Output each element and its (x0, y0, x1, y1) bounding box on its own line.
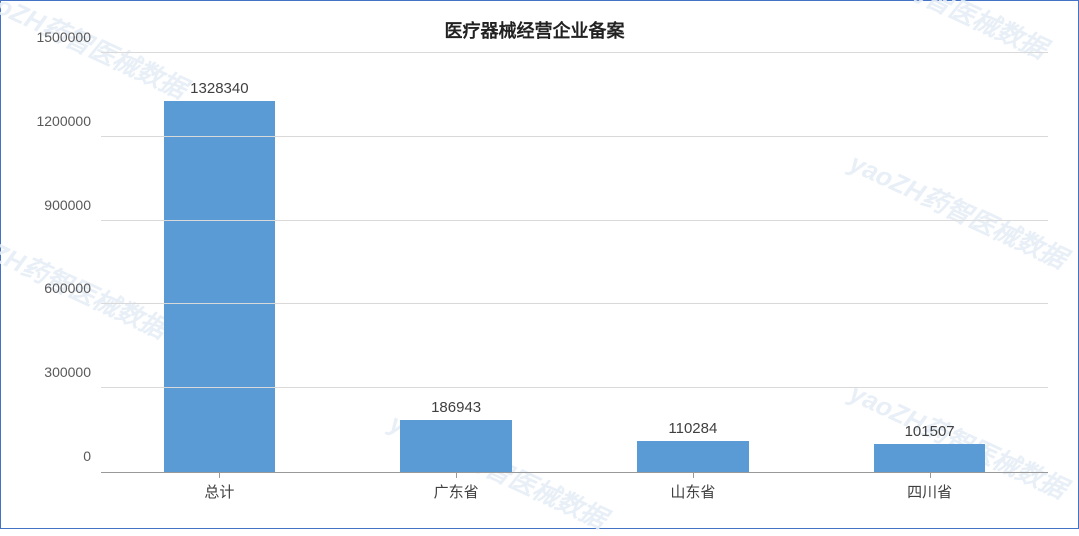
gridline (101, 303, 1048, 304)
gridline (101, 387, 1048, 388)
bars-group: 1328340 186943 110284 101507 (101, 53, 1048, 472)
x-axis-labels: 总计广东省山东省四川省 (101, 473, 1048, 502)
bar (164, 101, 275, 472)
y-tick-label: 0 (11, 448, 91, 464)
gridline (101, 136, 1048, 137)
bar-slot: 110284 (575, 53, 812, 472)
gridline (101, 52, 1048, 53)
y-tick-label: 900000 (11, 197, 91, 213)
plot-area: 1328340186943110284101507 03000006000009… (101, 53, 1048, 473)
bar-slot: 186943 (338, 53, 575, 472)
chart-title: 医疗器械经营企业备案 (11, 17, 1058, 43)
bar-slot: 101507 (811, 53, 1048, 472)
gridline (101, 220, 1048, 221)
bar-slot: 1328340 (101, 53, 338, 472)
y-tick-label: 1500000 (11, 29, 91, 45)
x-tick-mark (693, 472, 694, 478)
x-tick-mark (930, 472, 931, 478)
bar (637, 441, 748, 472)
bar-value-label: 110284 (668, 420, 717, 437)
bar-value-label: 101507 (905, 423, 955, 440)
bar (874, 444, 985, 472)
y-tick-label: 600000 (11, 280, 91, 296)
bar (400, 420, 511, 472)
y-tick-label: 1200000 (11, 113, 91, 129)
bar-value-label: 1328340 (190, 80, 248, 97)
x-tick-mark (219, 472, 220, 478)
x-tick-mark (456, 472, 457, 478)
chart-container: yaoZH药智医械数据 yaoZH药智医械数据 yaoZH药智医械数据 yaoZ… (0, 0, 1079, 529)
bar-value-label: 186943 (431, 399, 481, 416)
y-tick-label: 300000 (11, 364, 91, 380)
